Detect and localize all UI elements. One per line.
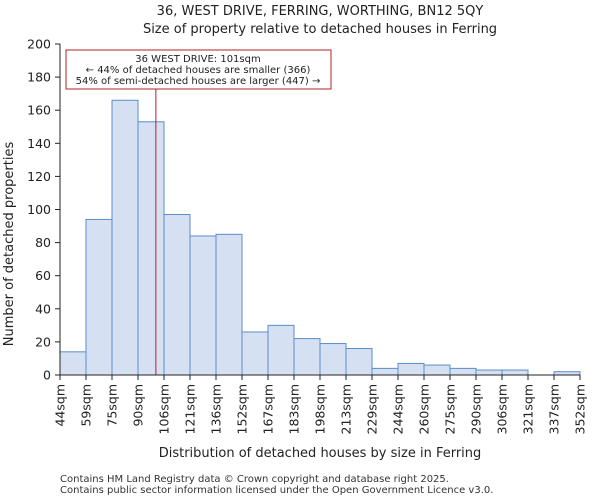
bar-213sqm bbox=[345, 348, 373, 376]
y-tick-label: 20 bbox=[35, 334, 51, 349]
bar-44sqm bbox=[59, 351, 87, 376]
x-tick-label: 136sqm bbox=[209, 384, 224, 434]
annotation-line-1: 36 WEST DRIVE: 101sqm bbox=[135, 54, 260, 65]
y-tick-label: 180 bbox=[27, 70, 51, 85]
y-axis-ticks: 0 20 40 60 80 100 120 140 160 180 200 bbox=[27, 37, 60, 383]
x-tick-label: 275sqm bbox=[443, 384, 458, 434]
footer-line-2: Contains public sector information licen… bbox=[60, 485, 493, 496]
y-tick-label: 160 bbox=[27, 103, 51, 118]
x-tick-label: 352sqm bbox=[573, 384, 588, 434]
bar-167sqm bbox=[267, 324, 295, 376]
bars bbox=[59, 99, 581, 376]
y-tick-label: 0 bbox=[43, 368, 51, 383]
x-tick-label: 321sqm bbox=[521, 384, 536, 434]
bar-198sqm bbox=[319, 343, 347, 376]
x-tick-label: 290sqm bbox=[469, 384, 484, 434]
bar-59sqm bbox=[85, 218, 113, 376]
x-tick-label: 229sqm bbox=[365, 384, 380, 434]
bar-121sqm bbox=[189, 235, 217, 376]
x-tick-label: 59sqm bbox=[79, 384, 94, 427]
bar-90sqm bbox=[137, 121, 165, 376]
y-tick-label: 40 bbox=[35, 301, 51, 316]
annotation-box: 36 WEST DRIVE: 101sqm ← 44% of detached … bbox=[65, 49, 332, 90]
x-tick-label: 306sqm bbox=[495, 384, 510, 434]
x-tick-label: 260sqm bbox=[417, 384, 432, 434]
x-axis-label: Distribution of detached houses by size … bbox=[159, 446, 482, 461]
x-axis-ticks: 44sqm 59sqm 75sqm 90sqm 106sqm 121sqm 136sqm 15… bbox=[53, 375, 588, 434]
y-tick-label: 80 bbox=[35, 235, 51, 250]
x-tick-label: 90sqm bbox=[131, 384, 146, 427]
y-tick-label: 140 bbox=[27, 136, 51, 151]
x-tick-label: 337sqm bbox=[547, 384, 562, 434]
bar-136sqm bbox=[215, 233, 243, 376]
x-tick-label: 75sqm bbox=[105, 384, 120, 427]
x-tick-label: 121sqm bbox=[183, 384, 198, 434]
y-tick-label: 60 bbox=[35, 268, 51, 283]
x-tick-label: 44sqm bbox=[53, 384, 68, 427]
x-tick-label: 244sqm bbox=[391, 384, 406, 434]
y-tick-label: 120 bbox=[27, 169, 51, 184]
bar-275sqm bbox=[449, 367, 477, 376]
bar-75sqm bbox=[111, 99, 139, 376]
chart-subtitle: Size of property relative to detached ho… bbox=[143, 22, 497, 37]
bar-260sqm bbox=[423, 364, 451, 376]
annotation-line-2: ← 44% of detached houses are smaller (36… bbox=[86, 65, 311, 76]
annotation-rect bbox=[65, 49, 332, 90]
x-tick-label: 106sqm bbox=[157, 384, 172, 434]
x-tick-label: 213sqm bbox=[339, 384, 354, 434]
bar-229sqm bbox=[371, 367, 399, 376]
annotation-line-3: 54% of semi-detached houses are larger (… bbox=[76, 76, 321, 87]
footer-line-1: Contains HM Land Registry data © Crown c… bbox=[60, 474, 449, 485]
bar-106sqm bbox=[163, 213, 191, 376]
y-tick-label: 200 bbox=[27, 37, 51, 52]
x-tick-label: 198sqm bbox=[313, 384, 328, 434]
bar-244sqm bbox=[397, 362, 425, 376]
bar-183sqm bbox=[293, 338, 321, 376]
y-tick-label: 100 bbox=[27, 202, 51, 217]
bar-152sqm bbox=[241, 331, 269, 376]
chart-title: 36, WEST DRIVE, FERRING, WORTHING, BN12 … bbox=[157, 4, 484, 19]
x-tick-label: 152sqm bbox=[235, 384, 250, 434]
x-tick-label: 183sqm bbox=[287, 384, 302, 434]
x-tick-label: 167sqm bbox=[261, 384, 276, 434]
bar-306sqm bbox=[501, 369, 529, 376]
bar-290sqm bbox=[475, 369, 503, 376]
y-axis-label: Number of detached properties bbox=[2, 142, 17, 347]
